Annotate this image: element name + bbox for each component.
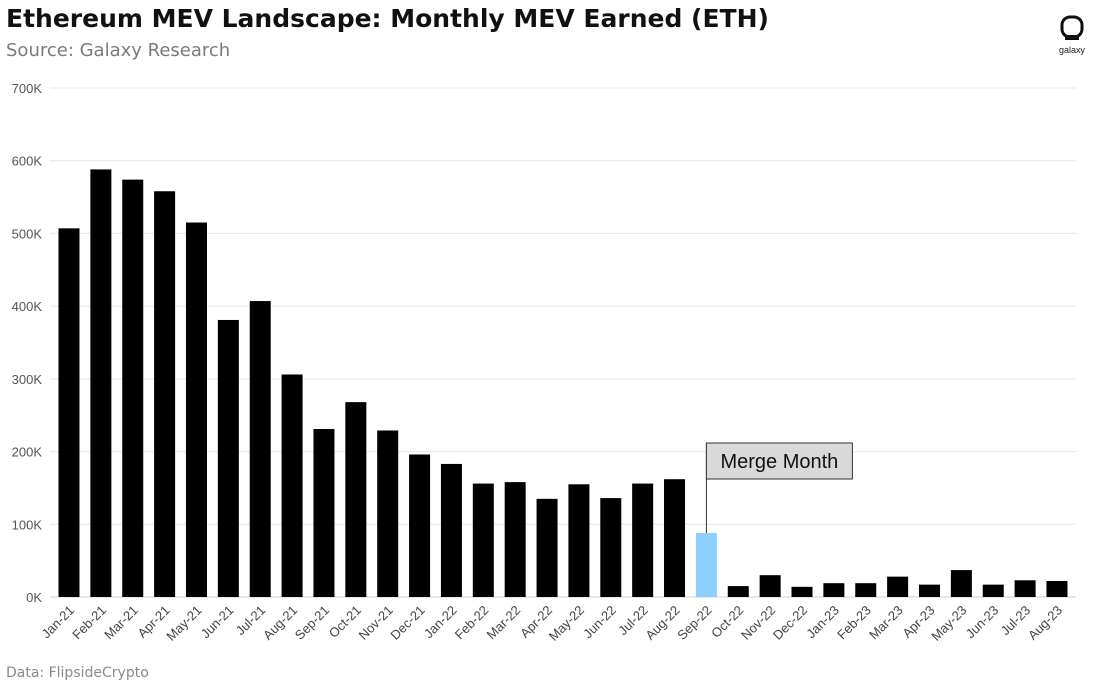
bar bbox=[313, 429, 335, 597]
chart-title: Ethereum MEV Landscape: Monthly MEV Earn… bbox=[6, 4, 769, 33]
bar bbox=[1014, 580, 1036, 597]
x-tick-label: Mar-22 bbox=[484, 603, 524, 643]
bar bbox=[440, 463, 462, 597]
chart-subtitle: Source: Galaxy Research bbox=[6, 40, 231, 61]
bar bbox=[695, 533, 717, 597]
bar bbox=[632, 483, 654, 597]
x-tick-label: Sep-22 bbox=[674, 603, 714, 643]
bar bbox=[568, 484, 590, 597]
bar bbox=[600, 498, 622, 597]
galaxy-logo-text: galaxy bbox=[1058, 45, 1085, 55]
bar bbox=[759, 575, 781, 597]
y-tick-label: 500K bbox=[12, 226, 43, 241]
x-tick-label: Nov-21 bbox=[356, 603, 396, 643]
x-tick-label: Mar-21 bbox=[101, 603, 141, 643]
bar bbox=[791, 586, 813, 597]
bar bbox=[345, 402, 367, 597]
galaxy-logo-icon bbox=[1060, 15, 1084, 40]
x-tick-label: Aug-23 bbox=[1025, 603, 1065, 643]
bar bbox=[90, 169, 112, 597]
x-tick-label: Dec-21 bbox=[387, 603, 427, 643]
bar bbox=[185, 222, 207, 597]
bar bbox=[154, 191, 176, 598]
x-tick-label: Aug-22 bbox=[642, 603, 682, 643]
y-tick-label: 100K bbox=[12, 517, 43, 532]
bar bbox=[217, 319, 239, 597]
y-tick-label: 600K bbox=[12, 154, 43, 169]
bar bbox=[58, 228, 80, 598]
x-tick-label: Nov-22 bbox=[738, 603, 778, 643]
bar bbox=[664, 479, 686, 597]
bar bbox=[536, 498, 558, 597]
x-tick-label: Jan-22 bbox=[421, 603, 460, 642]
bar bbox=[982, 584, 1004, 597]
data-source-footer: Data: FlipsideCrypto bbox=[6, 665, 149, 681]
bar bbox=[950, 570, 972, 597]
bar bbox=[855, 583, 877, 597]
x-tick-label: Jun-21 bbox=[198, 603, 237, 642]
annotation-label: Merge Month bbox=[720, 451, 838, 473]
x-tick-label: May-22 bbox=[546, 603, 587, 644]
x-tick-label: Aug-21 bbox=[260, 603, 300, 643]
x-tick-label: Jan-21 bbox=[38, 603, 77, 642]
x-tick-label: May-23 bbox=[928, 603, 969, 644]
x-tick-label: Jan-23 bbox=[803, 603, 842, 642]
x-tick-label: Feb-21 bbox=[69, 603, 109, 643]
x-tick-label: Mar-23 bbox=[866, 603, 906, 643]
bar bbox=[727, 586, 749, 597]
y-tick-label: 700K bbox=[12, 81, 43, 96]
y-tick-label: 400K bbox=[12, 299, 43, 314]
bar bbox=[887, 576, 909, 597]
bar bbox=[409, 454, 431, 597]
bar bbox=[918, 584, 940, 597]
x-tick-label: May-21 bbox=[163, 603, 204, 644]
y-tick-label: 0K bbox=[26, 590, 42, 605]
bar bbox=[472, 483, 494, 597]
bar bbox=[504, 482, 526, 597]
y-tick-label: 200K bbox=[12, 445, 43, 460]
x-tick-label: Dec-22 bbox=[770, 603, 810, 643]
x-tick-label: Feb-23 bbox=[834, 603, 874, 643]
bar bbox=[823, 583, 845, 597]
bar bbox=[122, 179, 144, 597]
x-tick-label: Jun-23 bbox=[963, 603, 1002, 642]
annotation-box bbox=[705, 442, 853, 480]
x-tick-label: Jun-22 bbox=[580, 603, 619, 642]
bar bbox=[281, 374, 303, 597]
y-tick-label: 300K bbox=[12, 372, 43, 387]
galaxy-logo: galaxy bbox=[1050, 14, 1094, 55]
bar bbox=[1046, 581, 1068, 597]
bar bbox=[249, 301, 271, 597]
x-tick-label: Sep-21 bbox=[292, 603, 332, 643]
x-tick-label: Feb-22 bbox=[452, 603, 492, 643]
bar bbox=[377, 430, 399, 597]
